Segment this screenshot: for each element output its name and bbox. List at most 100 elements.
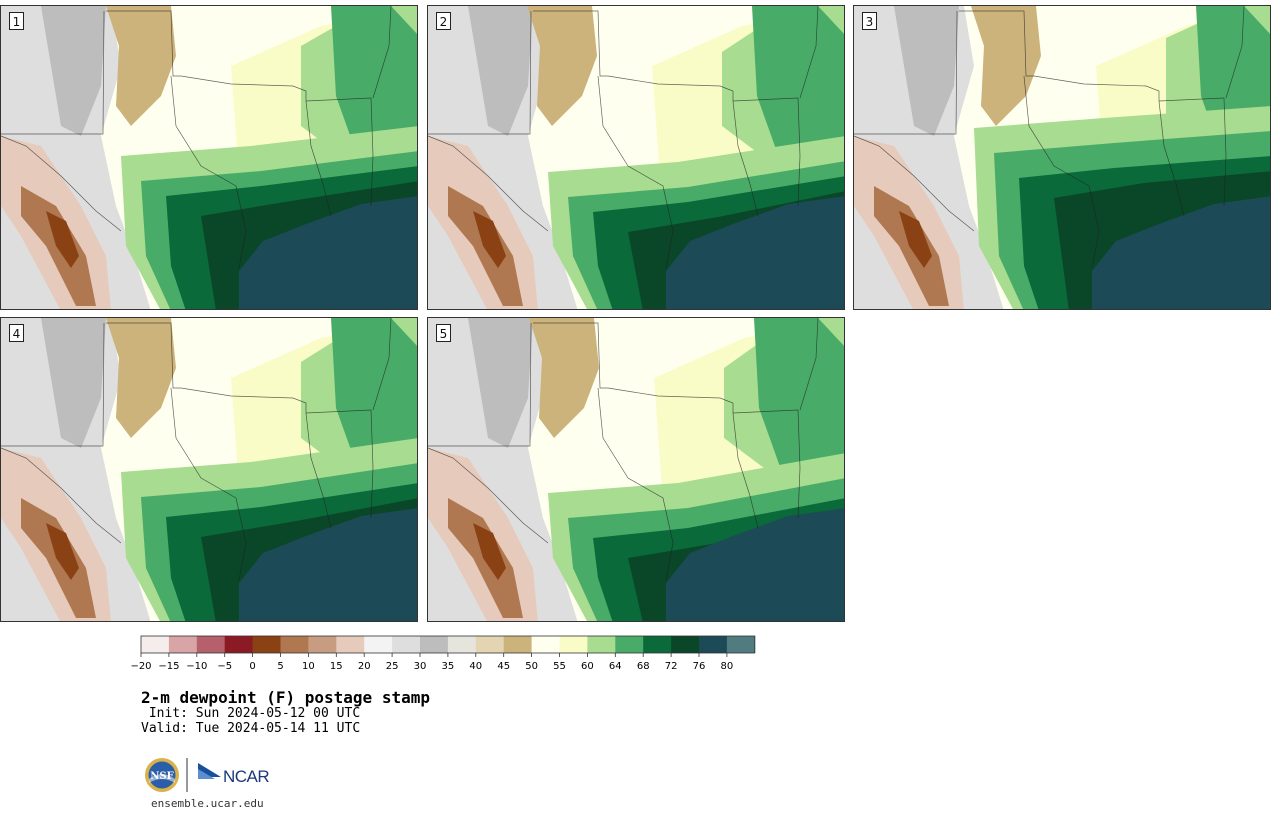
colorbar-tick-label: 60 xyxy=(581,661,594,672)
colorbar-swatch xyxy=(559,636,588,653)
dewpoint-map xyxy=(1,6,417,309)
state-boundary xyxy=(170,75,247,269)
colorbar-swatch xyxy=(196,636,226,653)
colorbar-swatch xyxy=(726,636,756,653)
colorbar-swatch xyxy=(280,636,309,653)
init-time: Init: Sun 2024-05-12 00 UTC xyxy=(141,706,361,721)
gulf-water xyxy=(239,196,417,309)
colorbar-tick-label: 76 xyxy=(693,661,706,672)
colorbar-swatch xyxy=(587,636,616,653)
colorbar-tick-label: 80 xyxy=(721,661,734,672)
moderate-region xyxy=(971,6,1041,126)
nsf-logo-text: NSF xyxy=(150,771,173,782)
colorbar-tick-label: 35 xyxy=(442,661,455,672)
colorbar-tick-label: 55 xyxy=(553,661,566,672)
colorbar-tick-label: 30 xyxy=(414,661,427,672)
moderate-region xyxy=(529,318,599,438)
state-boundary xyxy=(1,135,122,232)
colorbar-swatch xyxy=(364,636,393,653)
moist-region xyxy=(752,6,844,176)
state-boundary xyxy=(799,6,819,99)
state-boundary xyxy=(428,135,549,232)
colorbar-tick-label: −10 xyxy=(186,661,207,672)
colorbar-tick-label: 64 xyxy=(609,661,622,672)
plot-title: 2-m dewpoint (F) postage stamp xyxy=(141,688,430,707)
state-boundary xyxy=(732,100,759,217)
colorbar-tick-label: 50 xyxy=(525,661,538,672)
map-panel-5: 5 xyxy=(427,317,845,622)
very-dry-region xyxy=(473,211,506,268)
colorbar-swatch xyxy=(308,636,337,653)
dewpoint-colorbar: −20 −15 −10 −5 0 5 10 15 20 25 30 35 40 45 50 55 60 64 68 7… xyxy=(130,635,756,672)
state-boundary xyxy=(1225,6,1245,99)
colorbar-tick-label: 40 xyxy=(469,661,482,672)
dry-region xyxy=(468,6,533,136)
state-boundary xyxy=(854,135,975,232)
very-dry-region xyxy=(899,211,932,268)
map-panel-1: 1 xyxy=(0,5,418,310)
colorbar-tick-label: 72 xyxy=(665,661,678,672)
map-panel-2: 2 xyxy=(427,5,845,310)
gulf-water xyxy=(666,196,844,309)
state-boundary xyxy=(732,97,801,207)
colorbar-swatch xyxy=(252,636,281,653)
panel-number: 4 xyxy=(9,324,24,342)
colorbar-tick-label: 10 xyxy=(302,661,315,672)
colorbar-tick-label: 45 xyxy=(497,661,510,672)
colorbar-swatch xyxy=(336,636,365,653)
state-boundary xyxy=(428,447,549,544)
colorbar-swatch xyxy=(168,636,198,653)
dry-region xyxy=(41,6,106,136)
colorbar-swatch xyxy=(503,636,532,653)
state-boundary xyxy=(1023,75,1100,269)
state-boundary xyxy=(959,10,1160,101)
dewpoint-map xyxy=(428,6,844,309)
state-boundary xyxy=(1158,97,1227,207)
state-boundary xyxy=(597,75,674,269)
state-boundary xyxy=(305,412,332,529)
map-panel-4: 4 xyxy=(0,317,418,622)
dry-region xyxy=(41,318,106,448)
colorbar-tick-label: −15 xyxy=(158,661,179,672)
state-boundary xyxy=(732,409,801,519)
dewpoint-map xyxy=(1,318,417,621)
panel-number: 1 xyxy=(9,12,24,30)
colorbar-swatch xyxy=(699,636,728,653)
dewpoint-map xyxy=(428,318,844,621)
colorbar-tick-label: 68 xyxy=(637,661,650,672)
moist-region xyxy=(754,318,844,488)
moderate-region xyxy=(527,6,597,126)
colorbar-swatch xyxy=(671,636,700,653)
state-boundary xyxy=(1,322,105,447)
state-boundary xyxy=(799,318,819,411)
state-boundary xyxy=(533,322,734,413)
colorbar-swatch xyxy=(141,636,170,653)
colorbar-swatch xyxy=(392,636,421,653)
state-boundary xyxy=(533,10,734,101)
colorbar-tick-label: 25 xyxy=(386,661,399,672)
gulf-water xyxy=(1092,196,1270,309)
dry-region xyxy=(468,318,533,448)
state-boundary xyxy=(1,447,122,544)
nsf-logo: NSF xyxy=(145,758,179,792)
very-dry-region xyxy=(473,523,506,580)
state-boundary xyxy=(106,10,307,101)
colorbar-swatch xyxy=(224,636,253,653)
colorbar-swatch xyxy=(447,636,477,653)
panel-number: 5 xyxy=(436,324,451,342)
colorbar-swatch xyxy=(643,636,672,653)
colorbar-swatch xyxy=(420,636,449,653)
state-boundary xyxy=(1158,100,1185,217)
map-panel-3: 3 xyxy=(853,5,1271,310)
colorbar-tick-label: 15 xyxy=(330,661,343,672)
colorbar-swatch xyxy=(531,636,560,653)
state-boundary xyxy=(372,318,392,411)
state-boundary xyxy=(854,10,958,135)
very-dry-region xyxy=(46,523,79,580)
moderate-region xyxy=(106,6,176,126)
sponsor-logos: NSF NCAR xyxy=(145,758,270,792)
valid-time: Valid: Tue 2024-05-14 11 UTC xyxy=(141,721,361,736)
colorbar-tick-label: 0 xyxy=(249,661,255,672)
ncar-logo-text: NCAR xyxy=(223,767,269,786)
state-boundary xyxy=(732,412,759,529)
